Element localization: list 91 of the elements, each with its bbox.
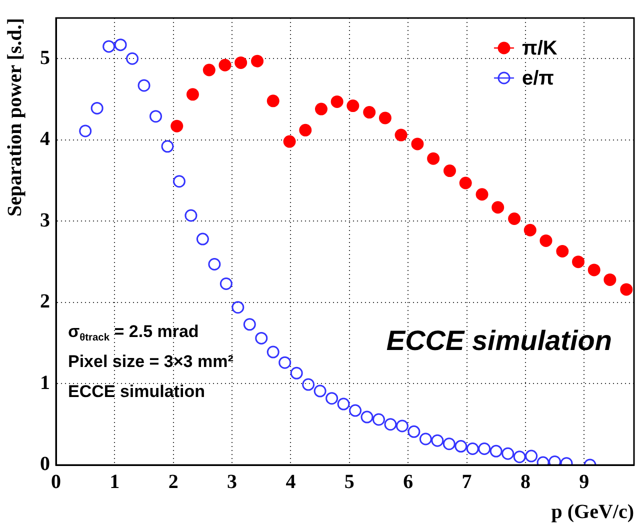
point <box>427 152 440 165</box>
point <box>278 356 292 369</box>
point <box>411 138 424 150</box>
point <box>79 124 92 138</box>
point <box>360 410 374 424</box>
point <box>283 135 296 148</box>
x-tick-label: 9 <box>579 471 590 494</box>
point <box>150 110 162 123</box>
point <box>314 384 326 398</box>
annotation: ECCE simulation <box>68 382 205 401</box>
point <box>556 245 569 258</box>
x-tick-label: 3 <box>227 471 238 494</box>
point <box>172 175 186 188</box>
point <box>346 100 360 112</box>
point <box>466 442 479 455</box>
point <box>243 318 256 331</box>
point <box>326 392 338 405</box>
point <box>419 432 432 446</box>
x-tick-label: 4 <box>286 471 296 494</box>
point <box>266 94 280 108</box>
point <box>443 164 456 178</box>
point <box>384 418 397 431</box>
point <box>232 301 244 314</box>
point <box>372 413 385 426</box>
y-tick-label: 4 <box>40 128 50 150</box>
point <box>513 450 526 464</box>
point <box>186 88 199 101</box>
x-tick-label: 1 <box>110 471 120 494</box>
point <box>102 40 116 53</box>
point <box>492 201 504 214</box>
point <box>208 258 221 271</box>
point <box>604 273 616 286</box>
point <box>525 450 538 462</box>
point <box>502 447 514 460</box>
point <box>299 124 312 136</box>
point <box>620 283 633 296</box>
point <box>572 256 585 268</box>
x-tick-label: 7 <box>462 471 472 494</box>
point <box>138 79 150 92</box>
legend-label: π/K <box>522 38 558 60</box>
point <box>363 106 376 119</box>
point <box>302 378 315 391</box>
x-tick-label: 6 <box>403 471 414 494</box>
point <box>394 128 408 142</box>
point <box>170 120 184 132</box>
point <box>540 234 552 247</box>
point <box>408 425 420 438</box>
point <box>161 140 174 153</box>
point <box>314 102 328 116</box>
point <box>126 52 139 65</box>
point <box>478 442 491 455</box>
point <box>588 264 600 276</box>
point <box>202 64 216 76</box>
point <box>431 434 444 447</box>
point <box>337 398 350 410</box>
legend-label: e/π <box>522 68 554 90</box>
y-tick-label: 3 <box>40 209 50 232</box>
y-tick-label: 5 <box>40 46 50 69</box>
point <box>234 56 248 69</box>
point <box>349 404 362 417</box>
point <box>184 209 198 222</box>
point <box>220 278 232 290</box>
point <box>196 232 209 246</box>
point <box>114 38 127 52</box>
y-tick-label: 2 <box>40 290 50 313</box>
point <box>90 102 104 114</box>
x-tick-label: 8 <box>520 471 530 494</box>
y-tick-label: 1 <box>40 372 50 394</box>
point <box>266 346 280 358</box>
point <box>251 54 264 68</box>
x-tick-label: 2 <box>168 471 178 494</box>
y-axis-title: Separation power [s.d.] <box>4 18 26 217</box>
point <box>290 366 303 380</box>
x-axis-title: p (GeV/c) <box>551 501 634 524</box>
annotation: Pixel size = 3×3 mm² <box>68 352 234 371</box>
point <box>490 444 502 458</box>
annotation: ECCE simulation <box>386 325 612 356</box>
point <box>396 420 408 432</box>
point <box>454 440 468 453</box>
x-tick-label: 5 <box>344 471 354 494</box>
point <box>476 188 488 201</box>
y-tick-label: 0 <box>40 453 50 476</box>
annotation: σ$_{θ}$$_{track}$ = 2.5 mrad <box>68 322 199 344</box>
point <box>255 332 268 344</box>
point <box>442 438 456 450</box>
point <box>508 212 521 225</box>
point <box>218 58 232 72</box>
point <box>459 176 472 190</box>
point <box>378 112 392 124</box>
point <box>330 95 344 108</box>
point <box>524 224 536 236</box>
